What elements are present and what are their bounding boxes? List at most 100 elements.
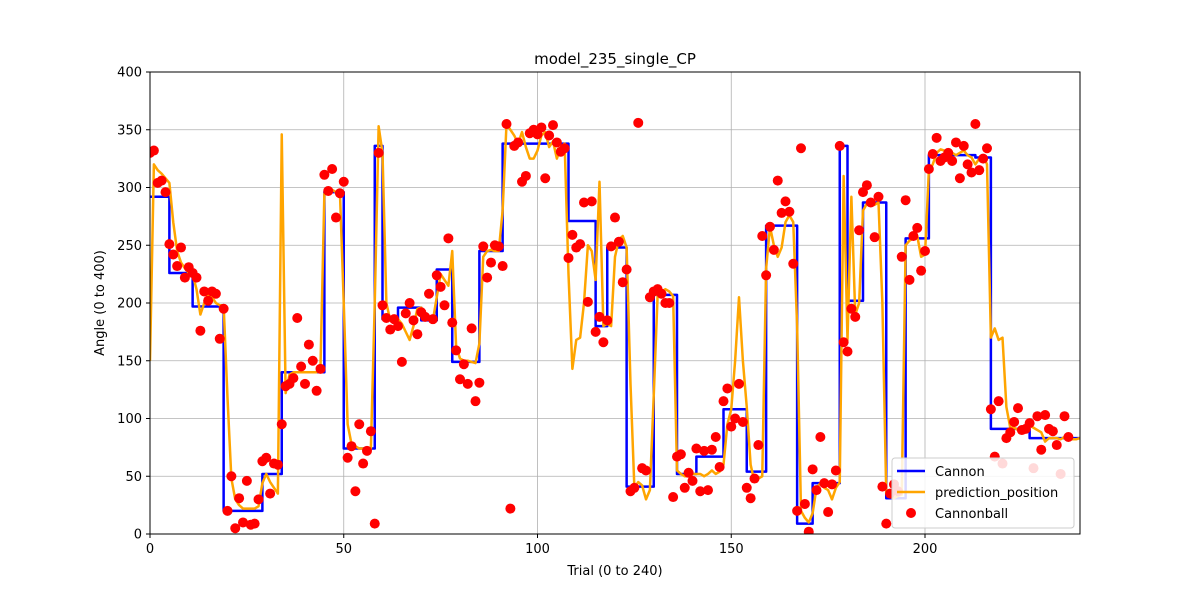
cannonball-point (610, 212, 620, 223)
cannonball-point (358, 458, 369, 469)
cannonball-point (505, 503, 516, 514)
cannonball-point (300, 378, 310, 389)
cannonball-point (602, 315, 613, 326)
cannonball-point (730, 413, 741, 424)
cannonball-point (749, 473, 760, 484)
cannonball-point (772, 175, 783, 186)
cannonball-point (582, 296, 593, 307)
cannonball-point (745, 493, 756, 504)
cannonball-point (579, 197, 589, 208)
cannonball-point (978, 153, 989, 164)
cannonball-point (408, 315, 419, 326)
cannonball-point (234, 493, 245, 504)
y-axis-label: Angle (0 to 400) (93, 250, 108, 356)
cannonball-point (307, 355, 318, 366)
cannonball-point (621, 264, 632, 275)
cannonball-legend-marker (906, 508, 916, 518)
cannonball-point (362, 445, 372, 456)
cannonball-point (819, 478, 830, 489)
cannonball-point (458, 359, 469, 370)
cannonball-point (788, 258, 799, 269)
y-tick-label: 300 (117, 181, 142, 196)
cannonball-point (214, 333, 225, 344)
cannon-legend-label: Cannon (935, 465, 985, 480)
axis-ticks: 0 50 100 150 200 0 50 100 150 200 250 300 350 400 (117, 66, 937, 558)
cannonball-point (331, 212, 341, 223)
plot-area (150, 117, 1080, 534)
cannonball-point (381, 313, 392, 324)
cannonball-point (757, 231, 768, 242)
cannonball-point (377, 300, 388, 311)
cannonball-point (761, 270, 772, 281)
cannonball-point (548, 120, 558, 131)
cannonball-point (722, 383, 733, 394)
cannonball-point (598, 337, 609, 348)
cannonball-point (439, 300, 450, 311)
cannonball-point (900, 195, 911, 206)
cannonball-point (823, 507, 834, 518)
x-tick-label: 100 (525, 542, 550, 557)
cannonball-point (385, 324, 396, 335)
cannonball-point (594, 311, 605, 322)
cannonball-point (931, 132, 942, 143)
legend-box (891, 457, 1075, 529)
cannonball-point (970, 118, 981, 129)
cannonball-point (238, 517, 248, 528)
cannonball-point (951, 137, 961, 148)
cannonball-point (807, 464, 818, 475)
cannonball-point (462, 378, 473, 389)
cannonball-point (796, 143, 806, 154)
prediction-position-legend-label: prediction_position (935, 486, 1058, 501)
cannonball-point (854, 225, 865, 236)
cannonball-point (296, 361, 307, 372)
cannonball-point (222, 505, 233, 516)
cannonball-point (292, 313, 303, 324)
cannonball-legend-label: Cannonball (935, 507, 1008, 522)
cannonball-point (551, 137, 562, 148)
cannonball-point (210, 288, 221, 299)
cannonball-point (420, 311, 431, 322)
series-layer (150, 117, 1080, 534)
cannonball-point (675, 449, 686, 460)
cannonball-point (253, 494, 264, 505)
cannonball-point (176, 242, 186, 253)
cannonball-point (985, 404, 996, 415)
cannonball-point (943, 147, 954, 158)
cannonball-point (230, 523, 241, 534)
cannonball-point (664, 298, 675, 308)
cannonball-point (683, 467, 694, 478)
cannonball-point (396, 356, 407, 367)
cannonball-point (691, 443, 702, 454)
cannonball-point (850, 311, 861, 322)
cannonball-point (218, 303, 229, 314)
y-tick-label: 200 (117, 297, 142, 312)
cannonball-point (447, 317, 458, 328)
cannonball-point (718, 396, 729, 407)
cannonball-point (768, 244, 779, 255)
legend: Cannon prediction_position Cannonball (891, 457, 1075, 529)
cannonball-point (811, 485, 822, 496)
cannonball-point (319, 169, 330, 180)
cannonball-point (966, 167, 977, 178)
cannonball-point (687, 475, 698, 486)
cannonball-point (741, 482, 752, 493)
cannonball-point (803, 526, 814, 534)
cannonball-point (575, 239, 586, 250)
cannonball-point (703, 485, 713, 496)
cannonball-point (765, 221, 775, 232)
cannonball-point (753, 440, 764, 451)
cannonball-point (369, 518, 380, 529)
cannonball-point (737, 416, 748, 427)
cannonball-point (261, 452, 272, 463)
cannonball-point (520, 170, 531, 181)
cannonball-point (865, 197, 876, 208)
cannonball-point (629, 482, 640, 493)
y-tick-label: 50 (125, 470, 142, 485)
cannonball-point (156, 175, 167, 186)
chart-title: model_235_single_CP (534, 50, 696, 69)
cannonball-point (427, 314, 438, 325)
cannonball-point (315, 363, 326, 374)
x-axis-label: Trial (0 to 240) (566, 564, 662, 579)
cannonball-point (861, 180, 872, 191)
